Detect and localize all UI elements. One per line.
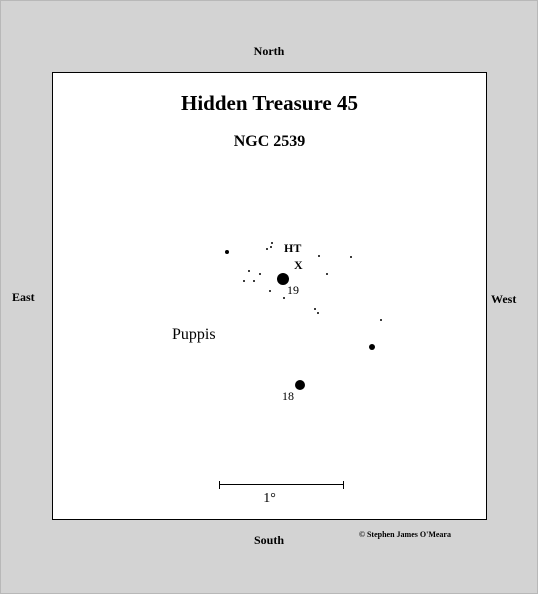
direction-north: North bbox=[253, 44, 285, 58]
star-faint bbox=[318, 255, 320, 257]
scale-bar-label: 1° bbox=[263, 491, 276, 506]
chart-title: Hidden Treasure 45 bbox=[181, 91, 358, 115]
star-faint bbox=[317, 312, 319, 314]
direction-east: East bbox=[12, 290, 35, 304]
star-faint bbox=[350, 256, 352, 258]
constellation-label: Puppis bbox=[172, 326, 216, 343]
star-18 bbox=[295, 380, 305, 390]
star-faint bbox=[253, 280, 255, 282]
star-faint bbox=[271, 242, 273, 244]
direction-west: West bbox=[491, 292, 517, 306]
star-faint bbox=[326, 273, 328, 275]
copyright-notice: © Stephen James O'Meara bbox=[359, 530, 451, 539]
star-field bbox=[225, 242, 382, 390]
star-northeast bbox=[225, 250, 229, 254]
chart-subtitle: NGC 2539 bbox=[233, 133, 306, 150]
star-18-label: 18 bbox=[282, 389, 294, 403]
target-code-label: HT bbox=[284, 241, 302, 255]
star-faint bbox=[270, 246, 272, 248]
star-faint bbox=[248, 270, 250, 272]
star-faint bbox=[269, 290, 271, 292]
star-bright-southwest bbox=[369, 344, 375, 350]
star-faint bbox=[314, 308, 316, 310]
star-faint bbox=[266, 248, 268, 250]
star-faint bbox=[259, 273, 261, 275]
star-19-label: 19 bbox=[287, 283, 299, 297]
star-faint bbox=[283, 297, 285, 299]
star-faint bbox=[380, 319, 382, 321]
scale-bar bbox=[219, 481, 344, 489]
direction-south: South bbox=[253, 533, 285, 547]
star-faint bbox=[243, 280, 245, 282]
star-19 bbox=[277, 273, 289, 285]
star-chart: Hidden Treasure 45 NGC 2539 HT bbox=[52, 72, 487, 520]
target-marker-label: X bbox=[294, 258, 303, 272]
